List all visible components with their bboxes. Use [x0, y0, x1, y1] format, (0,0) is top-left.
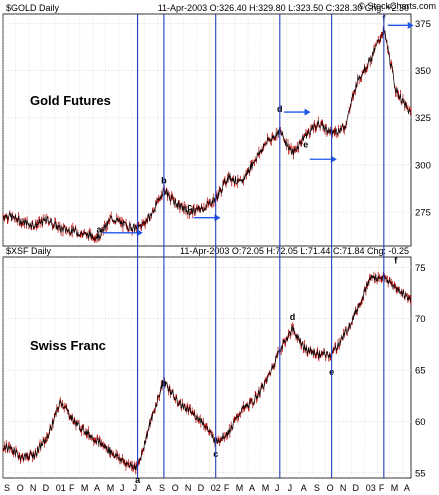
plot-frame [2, 13, 412, 247]
x-tick-label: M [236, 483, 244, 493]
point-label-a: a [135, 475, 141, 485]
x-tick-label: D [353, 483, 360, 493]
x-tick-label: J [120, 483, 125, 493]
symbol-label: $GOLD Daily [6, 3, 60, 13]
x-tick-label: M [391, 483, 399, 493]
y-tick-label: 65 [415, 366, 426, 377]
series-title: Gold Futures [30, 93, 111, 108]
symbol-label: $XSF Daily [6, 246, 52, 256]
y-tick-label: 300 [415, 160, 431, 171]
x-tick-label: 02 [211, 483, 221, 493]
chart-panels: 275 300 325 350 375 $GOLD Daily 11-Apr-2003 O:… [2, 3, 431, 485]
x-tick-label: F [69, 483, 75, 493]
close-line [2, 26, 412, 241]
x-tick-label: J [288, 483, 293, 493]
x-tick-label: D [198, 483, 205, 493]
x-tick-label: F [224, 483, 230, 493]
panel-swiss-franc: 55 60 65 70 75 $XSF Daily 11-Apr-2003 O:72.05 … [2, 246, 426, 485]
x-tick-label: M [107, 483, 115, 493]
x-tick-label: F [379, 483, 385, 493]
x-tick-label: N [340, 483, 347, 493]
x-tick-label: M [81, 483, 89, 493]
panel-gold: 275 300 325 350 375 $GOLD Daily 11-Apr-2003 O:… [2, 3, 431, 247]
y-tick-label: 350 [415, 66, 431, 77]
x-tick-label: D [43, 483, 50, 493]
y-tick-label: 55 [415, 468, 426, 479]
y-tick-label: 70 [415, 314, 426, 325]
x-tick-label: N [30, 483, 37, 493]
x-tick-label: J [133, 483, 138, 493]
point-label-e: e [303, 140, 308, 150]
y-tick-label: 275 [415, 208, 431, 219]
x-tick-label: S [4, 483, 10, 493]
y-tick-label: 325 [415, 113, 431, 124]
watermark: © StockCharts.com [358, 1, 436, 11]
y-tick-label: 375 [415, 19, 431, 30]
x-tick-label: S [314, 483, 320, 493]
arrow-head [330, 155, 337, 163]
quote-line: 11-Apr-2003 O:72.05 H:72.05 L:71.44 C:71… [180, 246, 409, 256]
arrow-head [304, 108, 311, 116]
x-tick-label: A [146, 483, 152, 493]
x-tick-label: A [301, 483, 307, 493]
x-axis: S O N D 01 F M A M J J A S O N D 02 F M A M J J A S O N D 03 F M A [4, 483, 410, 493]
point-label-f: f [394, 255, 398, 265]
y-tick-label: 60 [415, 417, 426, 428]
point-label-a: a [96, 225, 102, 235]
quote-line: 11-Apr-2003 O:326.40 H:329.80 L:323.50 C… [158, 3, 409, 13]
x-tick-label: O [172, 483, 179, 493]
point-label-c: c [187, 202, 192, 212]
close-line [2, 274, 412, 471]
event-lines [137, 14, 385, 478]
series-title: Swiss Franc [30, 338, 106, 353]
x-tick-label: A [249, 483, 255, 493]
y-tick-label: 75 [415, 263, 426, 274]
x-tick-label: M [262, 483, 270, 493]
x-tick-label: 01 [56, 483, 66, 493]
x-tick-label: O [327, 483, 334, 493]
x-tick-label: A [94, 483, 100, 493]
plot-frame [2, 256, 412, 479]
x-tick-label: O [17, 483, 24, 493]
x-tick-label: A [404, 483, 410, 493]
x-tick-label: S [159, 483, 165, 493]
arrow-head [407, 21, 414, 29]
x-tick-label: J [275, 483, 280, 493]
x-tick-label: N [185, 483, 192, 493]
x-tick-label: 03 [366, 483, 376, 493]
point-label-d: d [290, 312, 296, 322]
arrow-head [136, 229, 143, 237]
